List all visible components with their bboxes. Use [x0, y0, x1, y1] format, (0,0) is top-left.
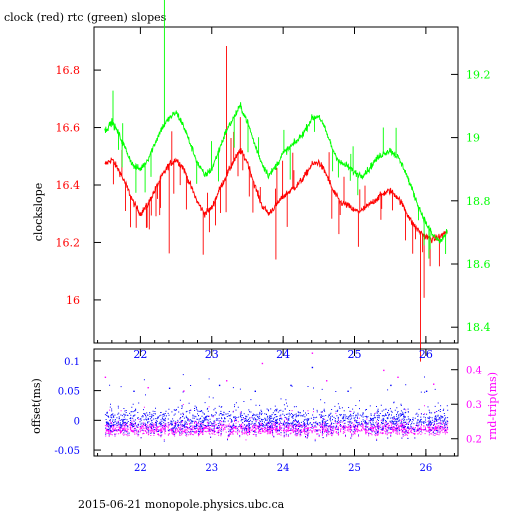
y-tick-label-right: 0.4 — [466, 366, 482, 377]
x-tick-label: 23 — [205, 463, 218, 474]
offset-outlier — [168, 387, 171, 389]
x-tick-label: 22 — [134, 463, 147, 474]
roundtrip-outlier — [261, 362, 264, 365]
roundtrip-outlier — [326, 380, 328, 382]
clock-series-line — [104, 148, 448, 244]
y-tick-label-right: 18.4 — [466, 321, 491, 334]
footer-caption: 2015-06-21 monopole.physics.ubc.ca — [78, 498, 285, 511]
y-tick-label-right: 0.2 — [466, 435, 482, 446]
y-tick-label-right: 0.3 — [466, 400, 482, 411]
y-tick-label-left: 16 — [66, 294, 80, 307]
offset-outlier — [390, 384, 392, 387]
roundtrip-outlier — [226, 380, 228, 382]
offset-points — [104, 374, 449, 442]
rtc-series-line — [104, 102, 448, 244]
slope-series-layer — [104, 0, 448, 362]
y-tick-label-left: -0.05 — [54, 446, 80, 457]
y-tick-label-left: 16.6 — [56, 122, 81, 135]
slope-axes-layer: 22 23 24 25 261616.216.416.616.818.418.618.8… — [56, 27, 491, 361]
y-tick-label-left: 16.4 — [56, 179, 81, 192]
offset-outlier — [311, 366, 314, 369]
roundtrip-outlier — [433, 383, 435, 385]
roundtrip-y-axis-label: rnd-trip(ms) — [486, 372, 499, 440]
slope-y-axis-label: clockslope — [32, 183, 45, 241]
roundtrip-outlier — [311, 352, 314, 354]
y-tick-label-right: 18.8 — [466, 195, 491, 208]
offset-series-layer — [104, 352, 449, 442]
offset-outlier — [133, 390, 135, 392]
y-tick-label-right: 19.2 — [466, 68, 491, 81]
roundtrip-outlier — [183, 390, 185, 392]
y-tick-label-left: 16.8 — [56, 64, 81, 77]
offset-outlier — [347, 390, 349, 392]
roundtrip-outlier — [147, 387, 149, 389]
offset-outlier — [254, 390, 256, 392]
roundtrip-outlier — [397, 376, 399, 378]
x-tick-label: 25 — [348, 463, 361, 474]
offset-panel: 22 23 24 25 26 -0.05 0 0.05 0.1 0.2 0.3 0.4 offset(… — [30, 348, 499, 474]
slope-panel: 22 23 24 25 261616.216.416.616.818.418.618.8… — [32, 0, 491, 362]
figure-title: clock (red) rtc (green) slopes — [4, 11, 167, 24]
offset-y-axis-label: offset(ms) — [30, 378, 43, 434]
roundtrip-outlier — [104, 376, 107, 378]
y-tick-label-right: 19 — [466, 132, 480, 145]
y-tick-label-right: 18.6 — [466, 258, 491, 271]
x-tick-label: 24 — [277, 463, 290, 474]
roundtrip-outlier — [383, 369, 385, 372]
x-tick-label: 26 — [420, 463, 433, 474]
offset-outlier — [425, 390, 428, 392]
y-tick-label-left: 0 — [74, 416, 80, 427]
slope-plot-frame — [93, 26, 459, 344]
y-tick-label-left: 16.2 — [56, 236, 81, 249]
offset-outlier — [218, 384, 221, 387]
offset-axes-layer: 22 23 24 25 26 -0.05 0 0.05 0.1 0.2 0.3 0.4 — [54, 349, 482, 474]
y-tick-label-left: 0.1 — [64, 357, 80, 368]
y-tick-label-left: 0.05 — [58, 387, 80, 398]
offset-outlier — [290, 384, 292, 387]
offset-plot-frame — [93, 348, 459, 457]
